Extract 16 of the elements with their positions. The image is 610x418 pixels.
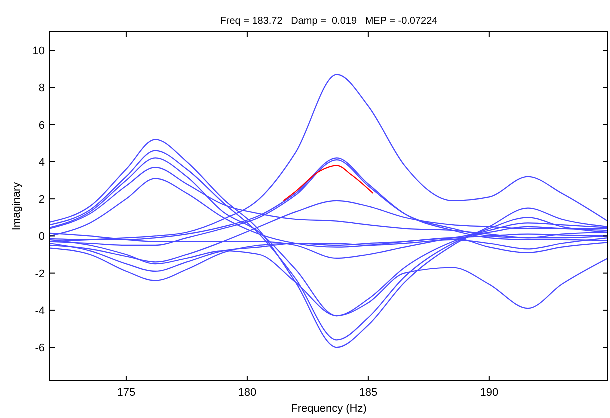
y-tick-label: 10 (32, 46, 45, 58)
y-tick-label: -4 (35, 305, 45, 318)
y-axis-title: Imaginary (11, 182, 23, 231)
chart-title: Freq = 183.72 Damp = 0.019 MEP = -0.07224 (220, 16, 438, 27)
y-tick-label: -2 (35, 268, 45, 280)
x-tick-label: 190 (480, 387, 499, 399)
x-tick-label: 175 (117, 387, 136, 399)
y-tick-label: 2 (38, 194, 45, 206)
y-tick-label: 0 (38, 231, 45, 244)
x-tick-label: 185 (359, 387, 378, 399)
y-tick-label: 8 (38, 82, 45, 95)
x-tick-label: 180 (238, 387, 257, 399)
y-tick-label: -6 (35, 342, 45, 355)
x-axis-title: Frequency (Hz) (291, 403, 367, 415)
y-tick-label: 4 (38, 156, 45, 169)
y-tick-label: 6 (38, 120, 45, 132)
